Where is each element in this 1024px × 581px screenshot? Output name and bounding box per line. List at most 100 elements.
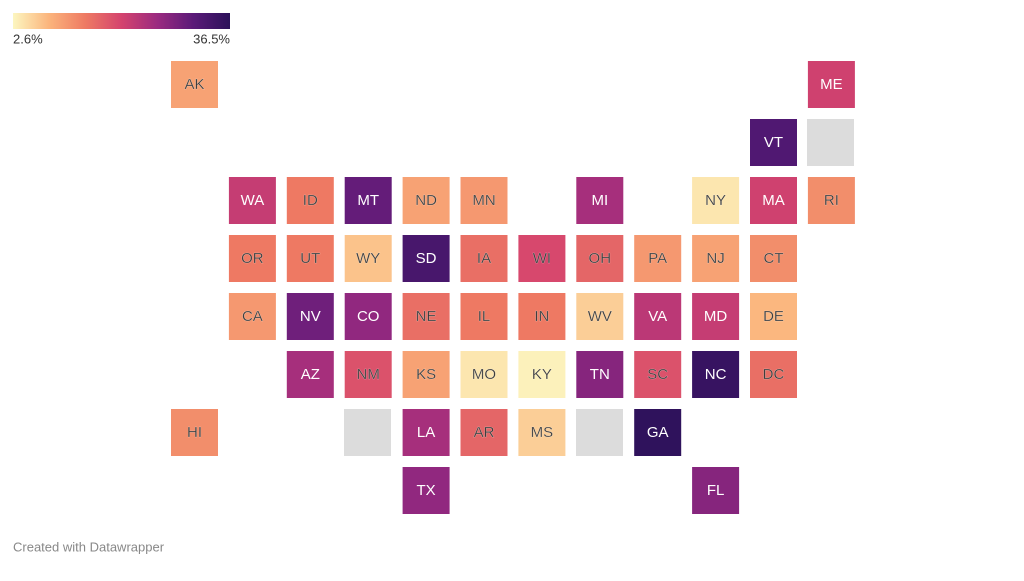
state-label: KY <box>532 366 552 383</box>
state-label: MI <box>591 192 608 209</box>
state-tile <box>344 235 392 282</box>
state-tile <box>402 293 450 340</box>
state-label: NJ <box>706 250 724 267</box>
state-label: OR <box>241 250 264 267</box>
state-tile <box>402 351 450 398</box>
state-label: IN <box>534 308 549 325</box>
state-label: NC <box>705 366 727 383</box>
state-tile <box>460 235 508 282</box>
state-tile <box>460 177 508 224</box>
state-tile <box>750 293 797 340</box>
state-tile <box>286 293 334 340</box>
state-label: VT <box>764 134 783 151</box>
state-tile <box>518 293 566 340</box>
state-tile <box>402 177 450 224</box>
state-tile <box>692 177 740 224</box>
state-tile <box>692 467 740 514</box>
state-label: ND <box>415 192 437 209</box>
state-tile <box>171 409 218 456</box>
state-tile <box>634 351 682 398</box>
state-tile <box>807 61 855 108</box>
state-tile <box>692 351 740 398</box>
state-label: LA <box>417 424 435 441</box>
state-tile <box>460 409 508 456</box>
state-label: CT <box>764 250 784 267</box>
state-tile <box>402 235 450 282</box>
no-data-tile <box>807 119 854 166</box>
state-label: NE <box>416 308 437 325</box>
no-data-tile <box>344 409 391 456</box>
legend-label: 2.6% <box>13 31 43 46</box>
state-tile <box>750 351 797 398</box>
state-tile <box>228 235 276 282</box>
legend-label: 36.5% <box>193 31 230 46</box>
state-tile <box>634 409 682 456</box>
state-label: MT <box>357 192 379 209</box>
state-label: DE <box>763 308 784 325</box>
state-tile <box>750 177 797 224</box>
state-label: CO <box>357 308 380 325</box>
state-tile <box>518 235 566 282</box>
state-tile <box>807 177 855 224</box>
state-label: UT <box>300 250 320 267</box>
state-tile <box>634 235 682 282</box>
state-label: MN <box>472 192 495 209</box>
state-tile <box>576 351 624 398</box>
state-tile <box>634 293 682 340</box>
state-tile <box>750 235 797 282</box>
state-label: NM <box>357 366 380 383</box>
state-label: AR <box>474 424 495 441</box>
state-tile <box>286 235 334 282</box>
state-label: VA <box>648 308 667 325</box>
state-label: WA <box>241 192 265 209</box>
legend-gradient <box>13 13 230 29</box>
state-tile <box>344 293 392 340</box>
state-tile <box>344 351 392 398</box>
state-tile <box>750 119 797 166</box>
no-data-tile <box>576 409 623 456</box>
state-label: AZ <box>301 366 320 383</box>
footer: Created with Datawrapper <box>13 539 165 554</box>
state-label: CA <box>242 308 263 325</box>
state-label: RI <box>824 192 839 209</box>
state-label: MO <box>472 366 496 383</box>
state-tile <box>228 177 276 224</box>
state-label: KS <box>416 366 436 383</box>
state-label: ME <box>820 76 843 93</box>
state-label: WI <box>533 250 551 267</box>
state-label: SC <box>647 366 668 383</box>
state-tile <box>286 351 334 398</box>
state-label: HI <box>187 424 202 441</box>
state-tile <box>228 293 276 340</box>
state-label: WV <box>588 308 612 325</box>
state-label: MA <box>762 192 785 209</box>
state-tile <box>402 409 450 456</box>
state-label: OH <box>589 250 612 267</box>
state-tile <box>518 351 566 398</box>
state-tile <box>576 235 624 282</box>
state-label: MS <box>531 424 554 441</box>
state-label: TN <box>590 366 610 383</box>
state-tile <box>402 467 450 514</box>
state-label: DC <box>763 366 785 383</box>
state-label: NY <box>705 192 726 209</box>
state-label: IL <box>478 308 491 325</box>
state-tile <box>576 293 624 340</box>
state-tile <box>460 293 508 340</box>
state-tile <box>692 293 740 340</box>
state-tile <box>171 61 218 108</box>
state-label: GA <box>647 424 669 441</box>
state-tile <box>344 177 392 224</box>
state-label: PA <box>648 250 667 267</box>
state-label: FL <box>707 482 725 499</box>
state-tile <box>576 177 624 224</box>
state-label: TX <box>417 482 436 499</box>
state-tile <box>692 235 740 282</box>
state-tile <box>286 177 334 224</box>
state-label: AK <box>184 76 204 93</box>
state-label: ID <box>303 192 318 209</box>
state-label: NV <box>300 308 321 325</box>
state-label: MD <box>704 308 727 325</box>
